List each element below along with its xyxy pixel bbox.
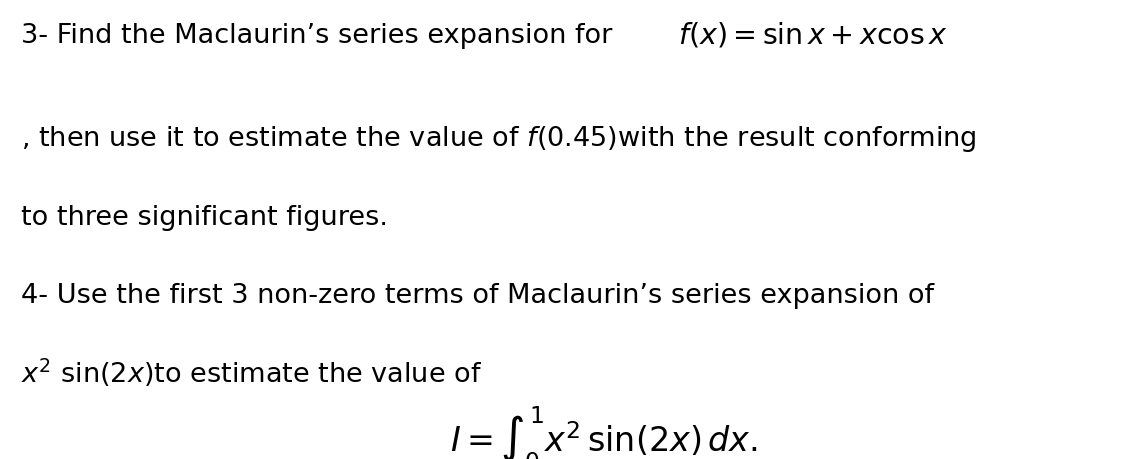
Text: $x^2$ sin(2$x$)to estimate the value of: $x^2$ sin(2$x$)to estimate the value of (21, 356, 481, 388)
Text: , then use it to estimate the value of $f(0.45)$with the result conforming: , then use it to estimate the value of $… (21, 124, 976, 154)
Text: to three significant figures.: to three significant figures. (21, 204, 388, 230)
Text: 4- Use the first 3 non-zero terms of Maclaurin’s series expansion of: 4- Use the first 3 non-zero terms of Mac… (21, 282, 934, 308)
Text: 3- Find the Maclaurin’s series expansion for: 3- Find the Maclaurin’s series expansion… (21, 23, 612, 49)
Text: $I = \int_{0}^{1} x^2\, \mathrm{sin}(2x)\, dx.$: $I = \int_{0}^{1} x^2\, \mathrm{sin}(2x)… (450, 404, 758, 459)
Text: $f(x)=\sin x + x\cos x$: $f(x)=\sin x + x\cos x$ (678, 21, 948, 50)
